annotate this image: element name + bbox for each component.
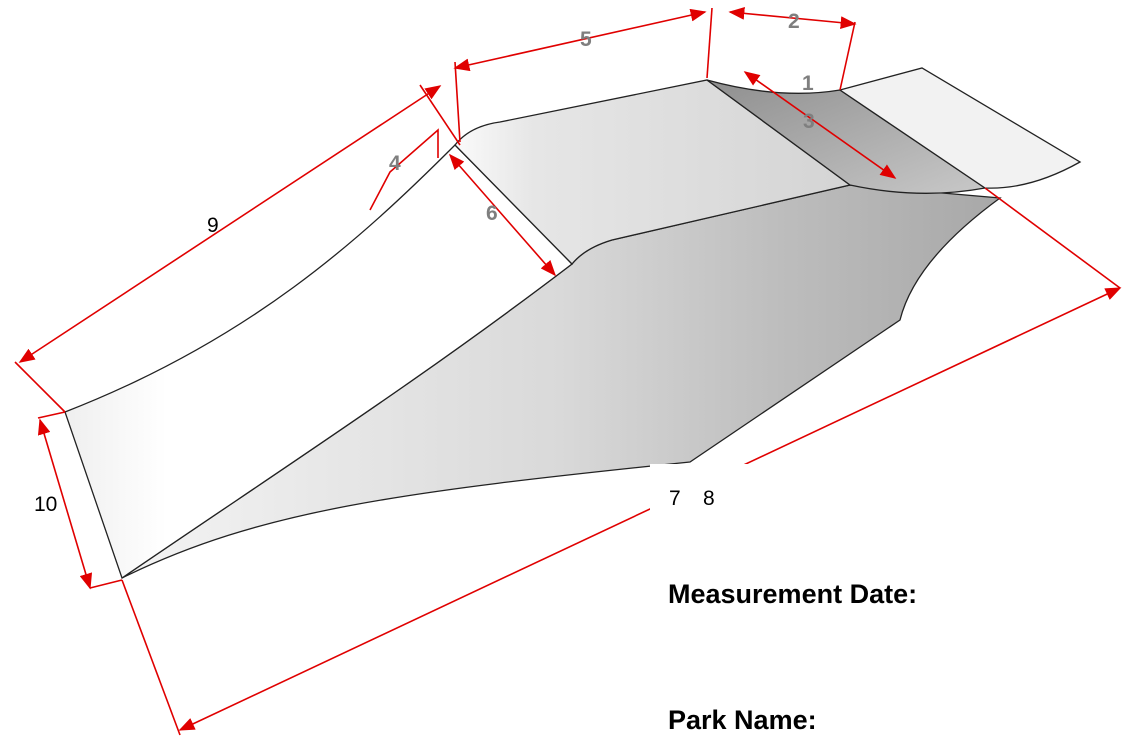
dimension-line [38, 412, 65, 418]
form-field-label: Park Name: [668, 705, 817, 735]
dimension-label: 3 [803, 110, 815, 133]
dimension-label: 9 [207, 214, 219, 237]
page: {"dimension_labels": ["1", "2", "3", "4"… [0, 0, 1135, 742]
dimension-line [840, 22, 855, 90]
dimension-label: 4 [389, 152, 401, 175]
form-field-label: Measurement Date: [668, 579, 917, 609]
dimension-line [985, 188, 1120, 288]
dimension-line [90, 580, 122, 588]
dimension-line [455, 62, 460, 142]
dimension-label: 10 [34, 493, 57, 516]
dimension-line [122, 580, 180, 735]
dimension-line [15, 362, 65, 412]
dimension-label: 5 [580, 28, 592, 51]
ramp-model [65, 68, 1080, 578]
diagram: 1 2 3 4 5 6 7 8 9 10 Measurement Date: P… [0, 0, 1135, 742]
dimension-line [420, 85, 460, 145]
dimension-label: 7 [669, 487, 681, 510]
dimension-label: 8 [703, 487, 715, 510]
dimension-label: 2 [788, 10, 800, 33]
dimension-label: 6 [486, 202, 498, 225]
dimension-line [707, 8, 712, 78]
dimension-label: 1 [802, 72, 814, 95]
